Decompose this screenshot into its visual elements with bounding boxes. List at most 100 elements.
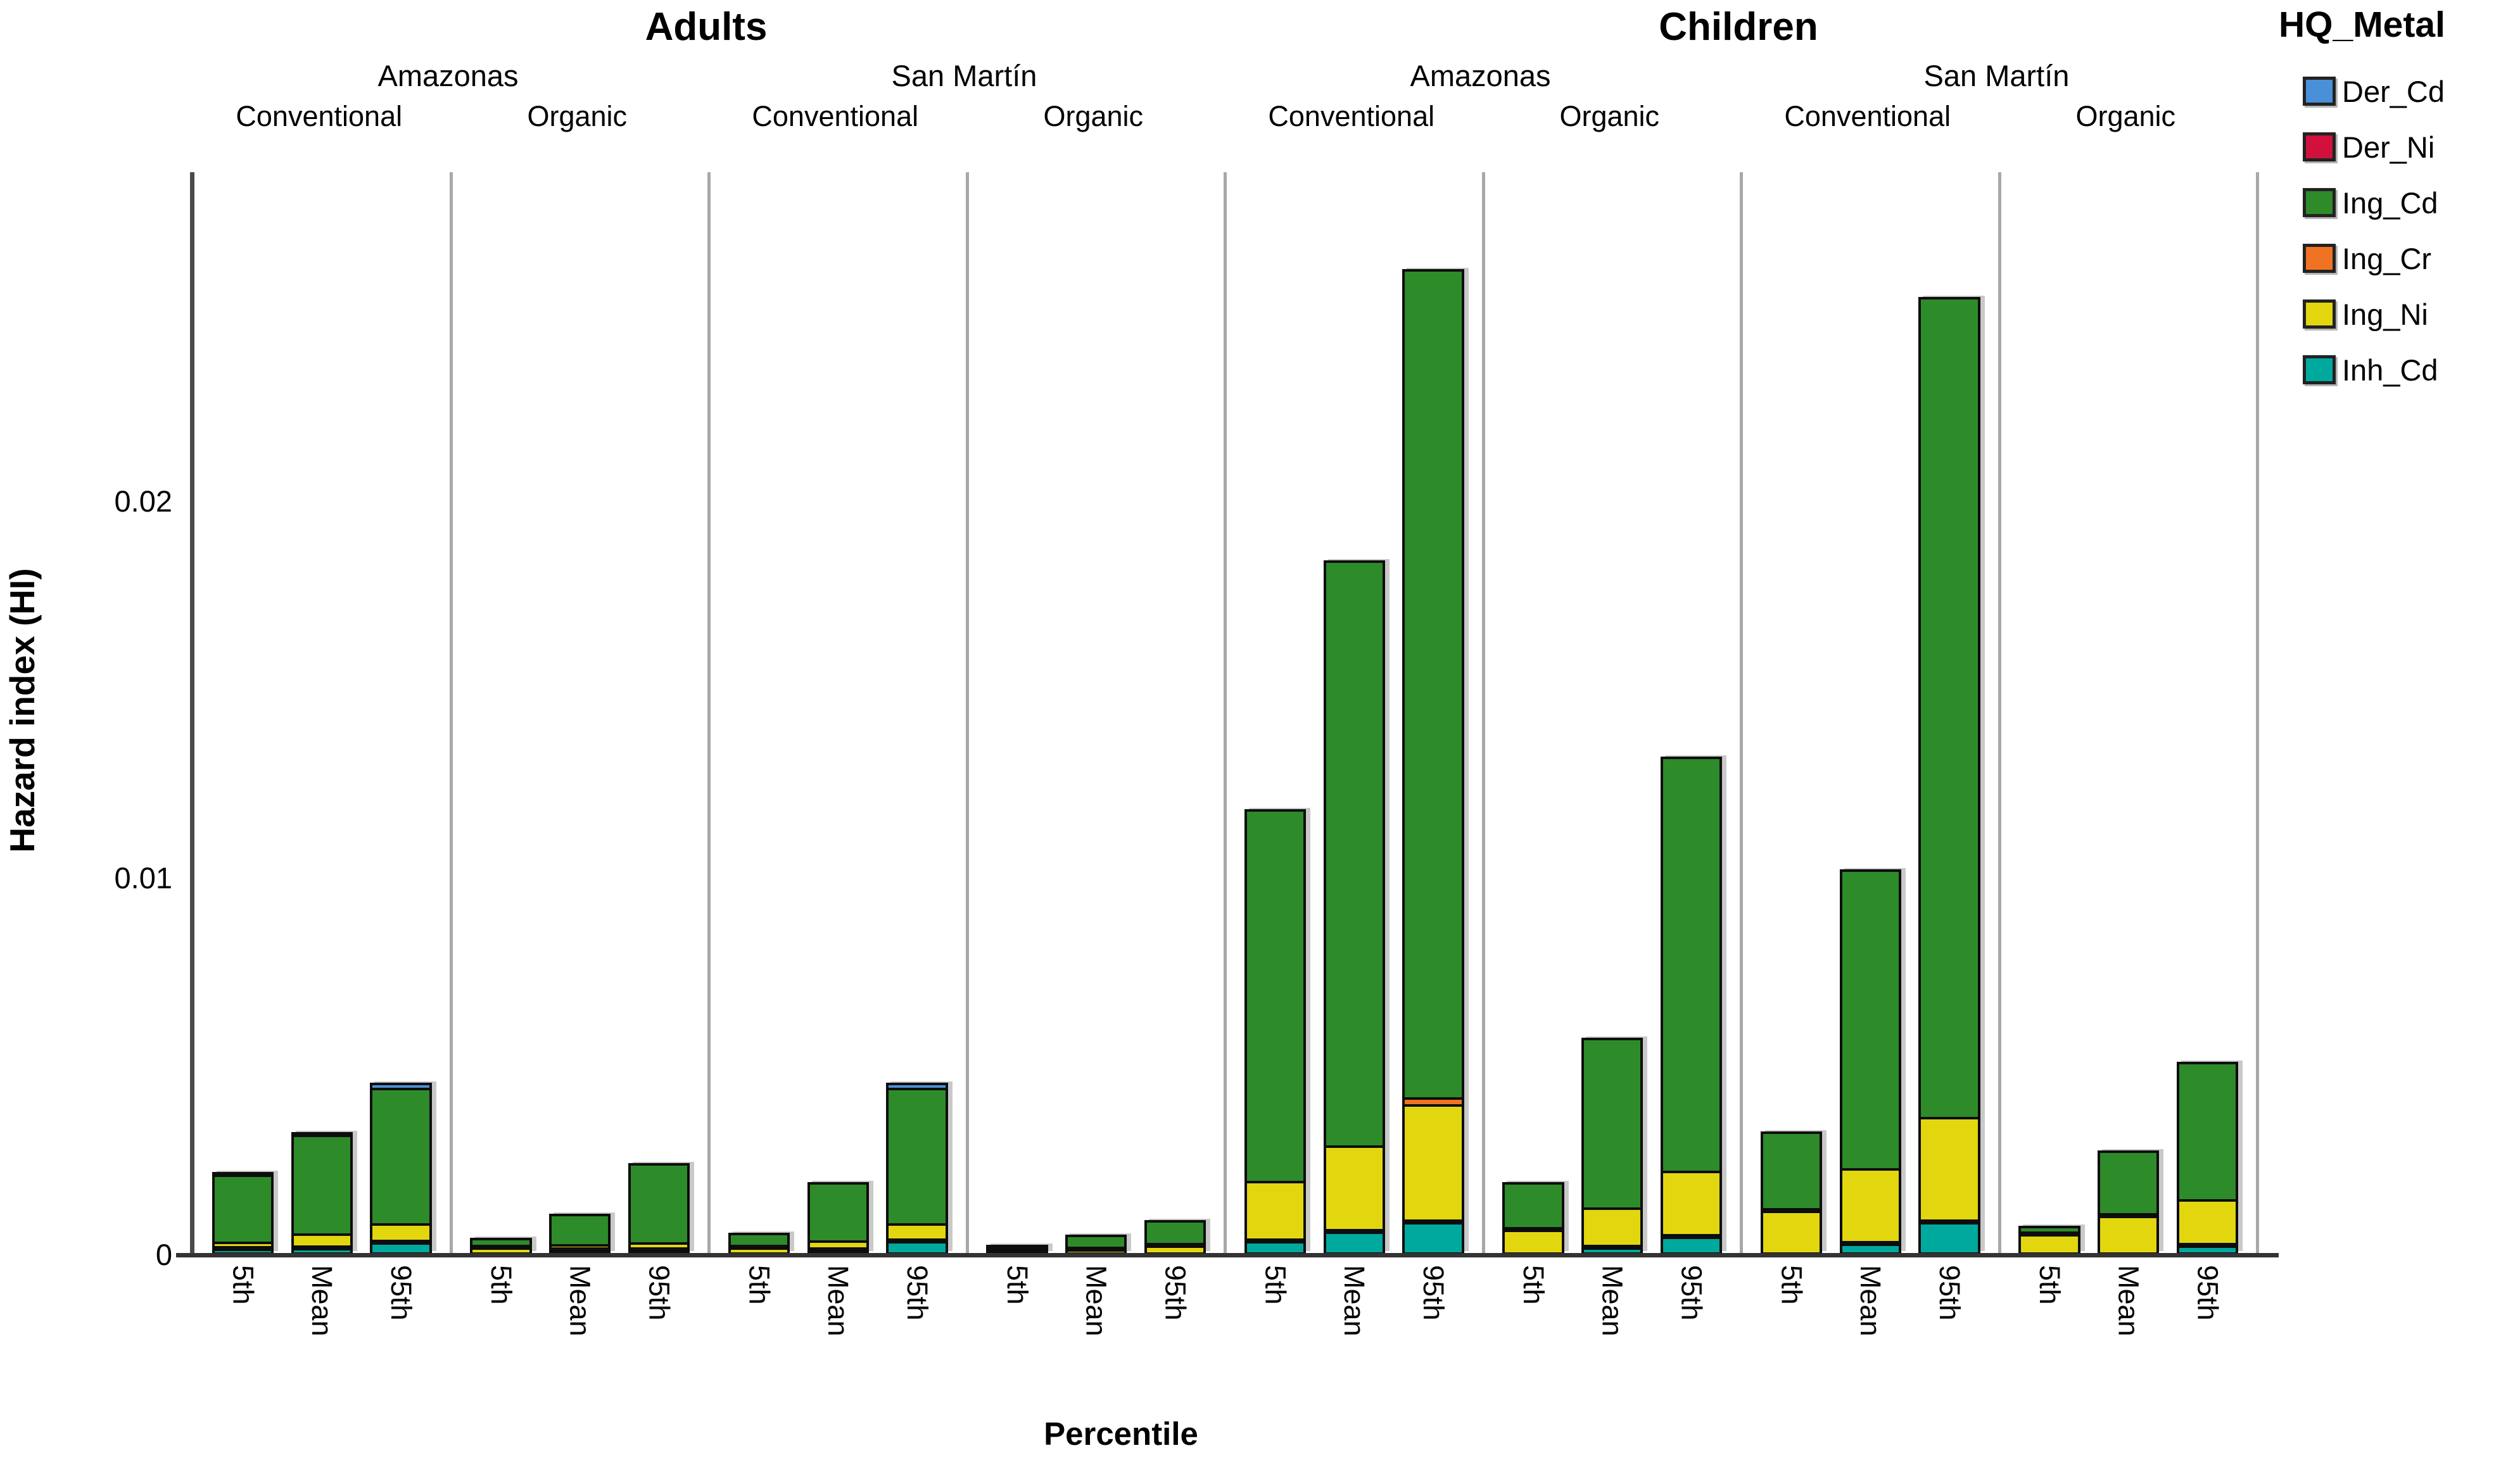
x-axis-line xyxy=(176,1253,2279,1257)
legend-label: Der_Cd xyxy=(2342,74,2445,108)
treatment-label: Organic xyxy=(1559,100,1660,132)
y-tick-label: 0 xyxy=(155,1238,172,1271)
stacked-bar xyxy=(1402,269,1464,1255)
x-tick-label: 95th xyxy=(1417,1265,1450,1321)
stacked-bar xyxy=(1918,296,1980,1255)
x-tick-label: Mean xyxy=(564,1265,597,1337)
bar-segment-Inh_Cd xyxy=(1323,1231,1385,1255)
x-tick-label: 95th xyxy=(1934,1265,1966,1321)
stacked-bar xyxy=(549,1214,611,1255)
x-tick-label: 5th xyxy=(743,1265,776,1305)
stacked-bar xyxy=(1323,560,1385,1255)
x-tick-label: 5th xyxy=(1775,1265,1808,1305)
legend-item: Der_Cd xyxy=(2279,63,2518,119)
y-tick-label: 0.02 xyxy=(114,484,172,518)
bar-segment-Ing_Cd xyxy=(1839,869,1901,1171)
bar-segment-Ing_Ni xyxy=(1839,1168,1901,1244)
facet-panel: 5th Mean 95th xyxy=(194,172,453,1337)
x-tick-label: 95th xyxy=(901,1265,934,1321)
legend-swatch-Ing_Cr xyxy=(2303,244,2336,273)
bar-segment-Ing_Cd xyxy=(2018,1225,2080,1234)
legend-swatch-Der_Cd xyxy=(2303,77,2336,106)
bar-segment-Inh_Cd xyxy=(1660,1237,1723,1255)
stacked-bar xyxy=(807,1181,869,1255)
x-tick-label: Mean xyxy=(1338,1265,1371,1337)
bar-slot: Mean xyxy=(540,172,619,1337)
x-tick-label: 95th xyxy=(643,1265,676,1321)
legend-swatch-Ing_Cd xyxy=(2303,188,2336,217)
bar-segment-Ing_Ni xyxy=(807,1240,869,1250)
plot-area: 5th Mean 95th 5th Mean 95th 5th Mean 95th 5th Mean… xyxy=(190,172,2259,1337)
legend-label: Ing_Ni xyxy=(2342,297,2428,331)
facet-panel: 5th Mean 95th xyxy=(711,172,969,1337)
bar-segment-Ing_Cd xyxy=(370,1088,432,1226)
treatment-label: Conventional xyxy=(1268,100,1435,132)
bar-segment-Ing_Cd xyxy=(1581,1038,1643,1211)
bar-segment-Ing_Ni xyxy=(549,1244,611,1250)
treatment-label: Organic xyxy=(527,100,628,132)
legend-item: Ing_Cr xyxy=(2279,230,2518,286)
x-tick-label: 5th xyxy=(1259,1265,1292,1305)
stacked-bar xyxy=(1660,756,1723,1255)
treatment-label: Organic xyxy=(2075,100,2176,132)
stacked-bar xyxy=(1581,1038,1643,1255)
stacked-bar xyxy=(628,1163,690,1255)
bar-slot: 5th xyxy=(1494,172,1573,1305)
bar-segment-Ing_Cd xyxy=(1144,1220,1206,1246)
region-label: San Martín xyxy=(1923,59,2070,92)
stacked-bar xyxy=(728,1232,790,1255)
bar-segment-Ing_Cd xyxy=(986,1245,1048,1250)
bar-segment-Ing_Cd xyxy=(886,1088,948,1226)
bar-slot: Mean xyxy=(282,172,362,1337)
bar-slot: 5th xyxy=(719,172,799,1305)
bar-segment-Ing_Ni xyxy=(2018,1233,2080,1255)
facet-title-children: Children xyxy=(1659,5,1818,49)
stacked-bar xyxy=(212,1172,274,1255)
bar-segment-Inh_Cd xyxy=(1402,1222,1464,1255)
x-tick-label: 95th xyxy=(385,1265,418,1321)
legend-swatch-Der_Ni xyxy=(2303,132,2336,161)
bar-segment-Ing_Cd xyxy=(1760,1131,1823,1211)
y-axis-title: Hazard index (HI) xyxy=(3,568,42,853)
legend-label: Ing_Cd xyxy=(2342,186,2438,220)
bar-segment-Ing_Cd xyxy=(1402,269,1464,1100)
bar-segment-Ing_Ni xyxy=(1918,1116,1980,1223)
facet-panel: 5th Mean 95th xyxy=(1485,172,1743,1337)
legend-title: HQ_Metal xyxy=(2279,4,2445,45)
bar-segment-Ing_Ni xyxy=(1323,1145,1385,1232)
bar-segment-Ing_Cd xyxy=(2098,1150,2160,1216)
bar-segment-Ing_Cd xyxy=(212,1174,274,1245)
x-tick-label: Mean xyxy=(1854,1265,1887,1337)
bar-slot: Mean xyxy=(1573,172,1652,1337)
bar-segment-Ing_Cd xyxy=(1918,296,1980,1119)
y-tick-label: 0.01 xyxy=(114,861,172,895)
treatment-label: Conventional xyxy=(752,100,919,132)
region-label: Amazonas xyxy=(377,59,519,92)
x-tick-label: Mean xyxy=(306,1265,339,1337)
stacked-bar xyxy=(2176,1061,2239,1255)
bar-segment-Ing_Ni xyxy=(2176,1199,2239,1246)
stacked-bar xyxy=(2098,1150,2160,1255)
bar-segment-Inh_Cd xyxy=(1918,1222,1980,1255)
stacked-bar xyxy=(291,1131,353,1255)
bar-slot: 95th xyxy=(2168,172,2247,1321)
stacked-bar xyxy=(886,1083,948,1255)
x-tick-label: 5th xyxy=(227,1265,260,1305)
stacked-bar xyxy=(1839,869,1901,1255)
bar-slot: 5th xyxy=(203,172,282,1305)
legend-item: Ing_Ni xyxy=(2279,286,2518,342)
facet-title-adults: Adults xyxy=(645,5,768,49)
legend-items: Der_Cd Der_Ni Ing_Cd Ing_Cr Ing_Ni Inh_Cd xyxy=(2279,63,2518,398)
bar-segment-Ing_Ni xyxy=(628,1242,690,1250)
stacked-bar xyxy=(1244,809,1307,1255)
bar-slot: 95th xyxy=(1652,172,1731,1321)
treatment-label: Conventional xyxy=(236,100,403,132)
bar-segment-Ing_Ni xyxy=(1402,1104,1464,1223)
bar-slot: Mean xyxy=(1056,172,1136,1337)
bar-segment-Ing_Ni xyxy=(1760,1210,1823,1255)
bar-slot: 5th xyxy=(2010,172,2089,1305)
x-tick-label: 5th xyxy=(484,1265,517,1305)
bar-segment-Ing_Ni xyxy=(1660,1171,1723,1237)
bar-segment-Ing_Ni xyxy=(291,1233,353,1248)
